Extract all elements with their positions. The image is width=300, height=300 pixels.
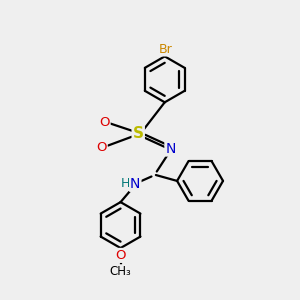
Text: Br: Br (158, 43, 172, 56)
Text: N: N (130, 177, 140, 191)
Text: S: S (133, 126, 144, 141)
Text: H: H (120, 177, 130, 190)
Text: CH₃: CH₃ (110, 265, 131, 278)
Text: O: O (99, 116, 110, 128)
Text: N: N (165, 142, 176, 155)
Text: O: O (96, 141, 107, 154)
Text: O: O (115, 249, 126, 262)
